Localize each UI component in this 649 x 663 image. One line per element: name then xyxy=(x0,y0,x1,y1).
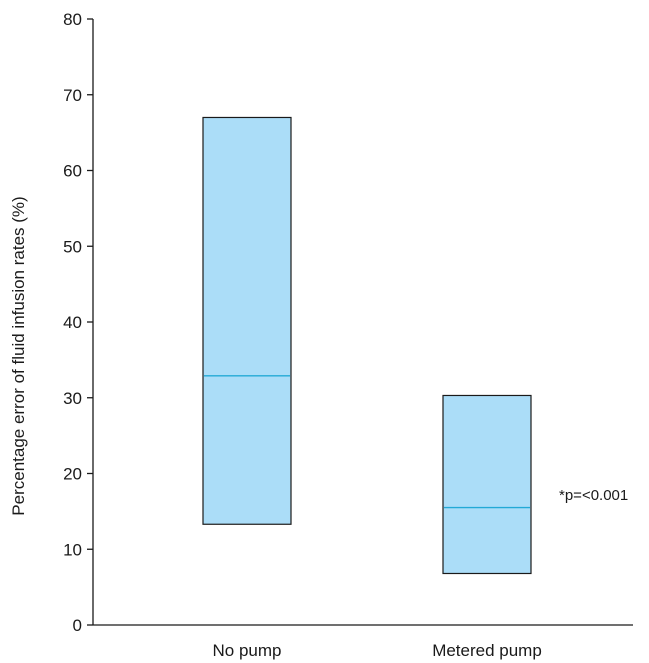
chart-boxes xyxy=(202,116,532,575)
box-2 xyxy=(442,394,532,575)
significance-annotation: *p=<0.001 xyxy=(559,487,628,504)
x-category-label: Metered pump xyxy=(432,641,542,660)
y-tick-label: 10 xyxy=(63,540,82,559)
x-axis: No pump Metered pump xyxy=(93,624,633,660)
y-tick-label: 0 xyxy=(73,616,82,635)
x-category-label: No pump xyxy=(213,641,282,660)
y-tick-label: 30 xyxy=(63,389,82,408)
y-tick-label: 40 xyxy=(63,313,82,332)
y-tick-label: 80 xyxy=(63,10,82,29)
box-1 xyxy=(202,116,292,525)
y-axis: 0 10 20 30 40 50 60 70 80 xyxy=(63,10,94,635)
y-tick-label: 20 xyxy=(63,465,82,484)
y-tick-label: 60 xyxy=(63,162,82,181)
y-tick-label: 50 xyxy=(63,237,82,256)
y-tick-label: 70 xyxy=(63,86,82,105)
y-axis-title: Percentage error of fluid infusion rates… xyxy=(9,196,28,515)
